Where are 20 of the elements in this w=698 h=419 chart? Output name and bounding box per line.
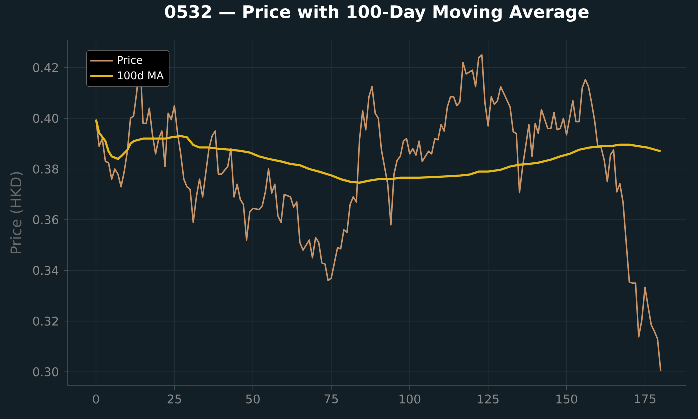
legend-label: 100d MA — [118, 71, 164, 80]
x-tick-label: 100 — [400, 394, 421, 404]
x-tick-label: 125 — [478, 394, 499, 404]
y-tick-label: 0.40 — [33, 114, 58, 124]
y-tick-label: 0.34 — [33, 266, 59, 276]
y-tick-label: 0.38 — [33, 164, 58, 174]
x-tick-label: 75 — [324, 394, 338, 404]
x-tick-label: 175 — [635, 394, 656, 404]
y-tick-label: 0.36 — [33, 215, 59, 225]
x-tick-label: 50 — [246, 394, 260, 404]
line-series — [96, 54, 662, 372]
y-tick-label: 0.30 — [33, 368, 58, 377]
x-tick-label: 150 — [556, 394, 578, 404]
x-tick-label: 0 — [93, 394, 100, 404]
legend-label: Price — [118, 56, 143, 64]
y-tick-label: 0.32 — [33, 316, 58, 326]
x-tick-label: 25 — [168, 394, 182, 404]
chart-title: 0532 — Price with 100-Day Moving Average — [165, 5, 589, 22]
y-tick-label: 0.42 — [33, 63, 58, 72]
y-axis-title: Price (HKD) — [10, 172, 24, 254]
